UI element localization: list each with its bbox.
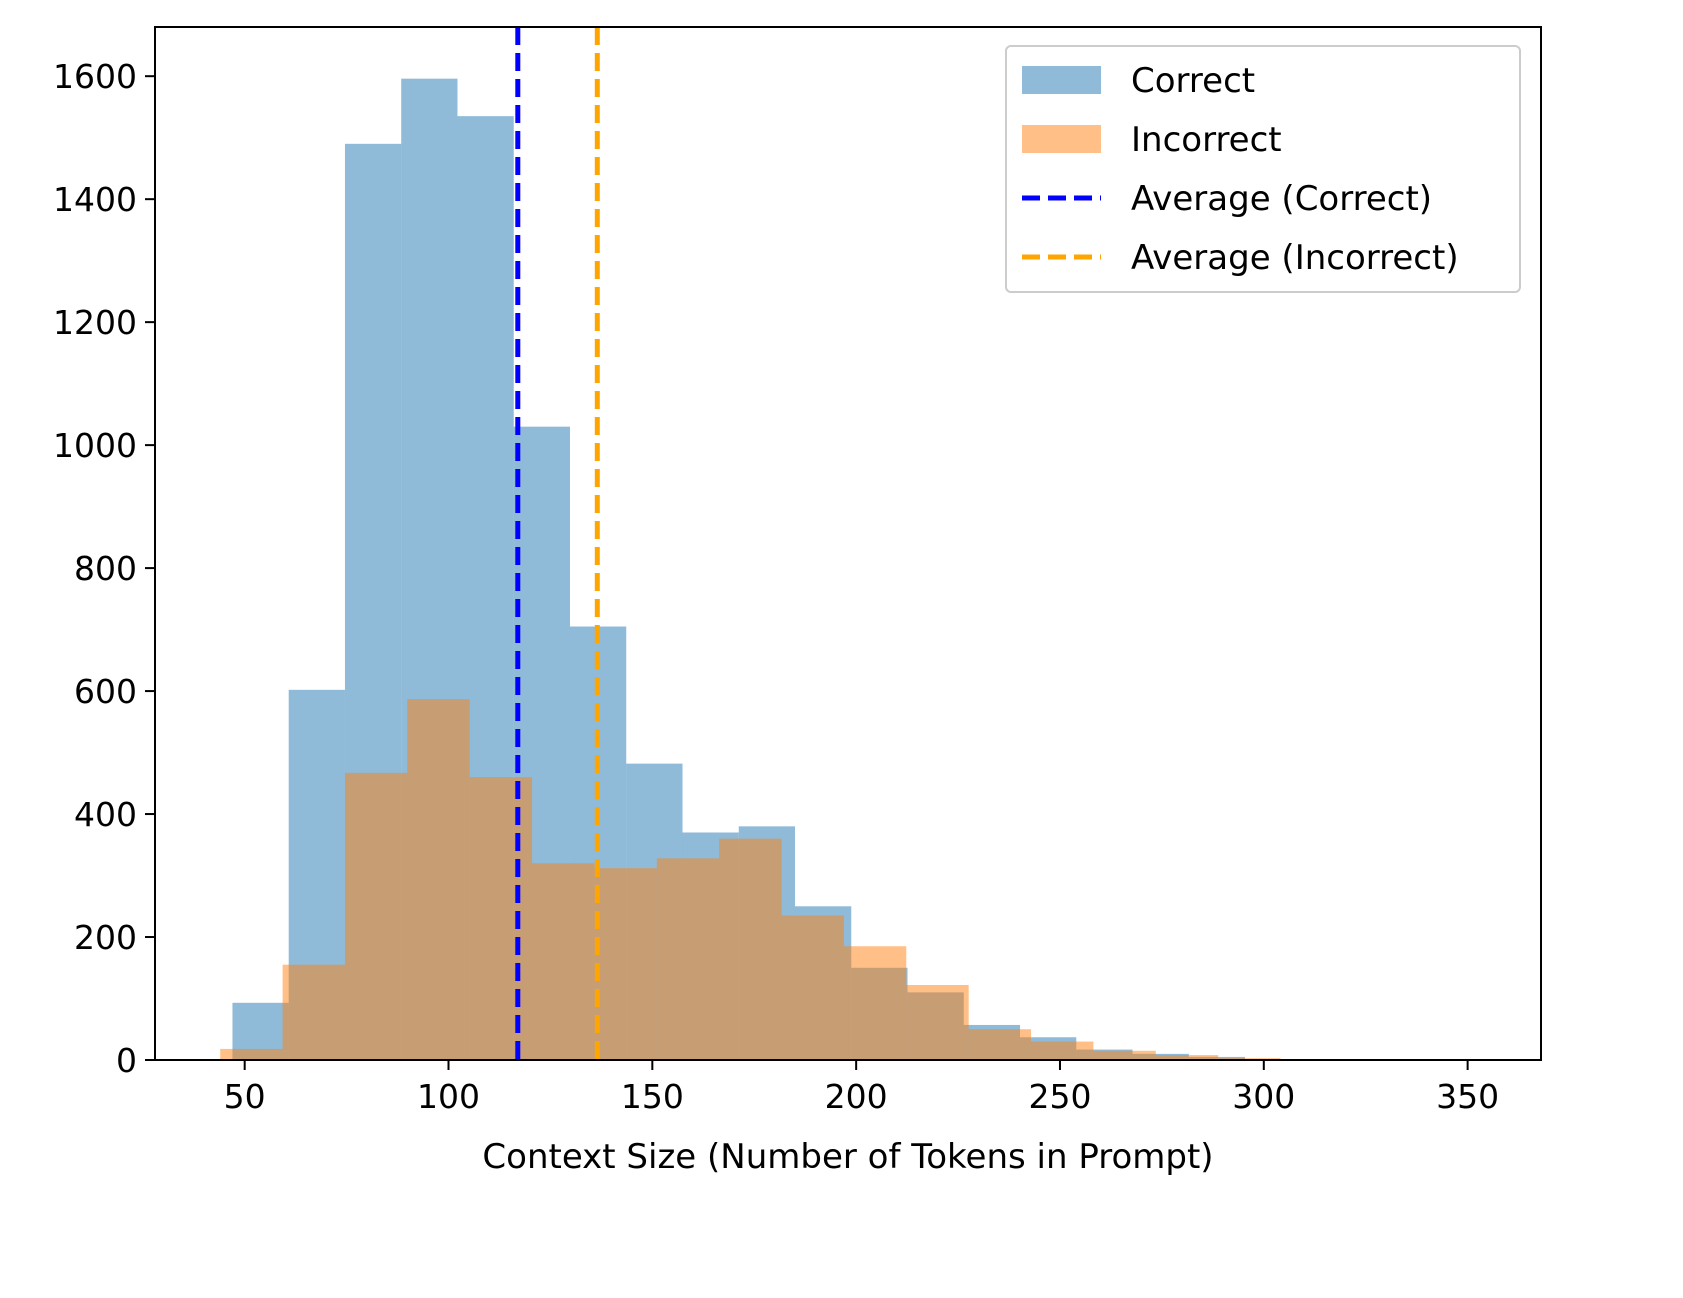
legend: Correct Incorrect Average (Correct) Aver… (1005, 45, 1521, 293)
x-tick-label-350: 350 (1436, 1077, 1499, 1116)
bar-incorrect-14 (1093, 1050, 1156, 1060)
x-tick-label-50: 50 (224, 1077, 266, 1116)
bar-incorrect-10 (843, 946, 907, 1060)
x-tick-label-100: 100 (417, 1077, 480, 1116)
y-tick-label-1200: 1200 (53, 303, 137, 342)
x-tick-label-250: 250 (1028, 1077, 1091, 1116)
y-tick-label-600: 600 (74, 672, 137, 711)
y-tick-label-1400: 1400 (53, 180, 137, 219)
bar-incorrect-11 (906, 984, 969, 1060)
bar-incorrect-1 (282, 964, 345, 1060)
y-tick-label-200: 200 (74, 918, 137, 957)
bar-incorrect-4 (469, 777, 533, 1060)
y-tick-label-1000: 1000 (53, 426, 137, 465)
legend-label-average-incorrect: Average (Incorrect) (1131, 238, 1459, 278)
bar-incorrect-15 (1155, 1055, 1219, 1060)
bar-incorrect-2 (344, 772, 408, 1060)
bar-incorrect-3 (407, 699, 470, 1060)
bar-incorrect-5 (532, 863, 595, 1060)
bars-incorrect (220, 699, 1343, 1060)
x-axis-label: Context Size (Number of Tokens in Prompt… (482, 1137, 1213, 1177)
bar-incorrect-6 (594, 868, 657, 1060)
y-tick-label-0: 0 (116, 1041, 137, 1080)
legend-swatch-incorrect (1022, 125, 1101, 153)
x-axis-ticks: 50 100 150 200 250 300 350 (224, 1060, 1499, 1116)
y-axis-ticks: 0 200 400 600 800 1000 1200 1400 1600 (53, 57, 155, 1080)
x-tick-label-300: 300 (1232, 1077, 1295, 1116)
legend-swatch-correct (1022, 66, 1101, 94)
x-tick-label-200: 200 (825, 1077, 888, 1116)
bar-incorrect-13 (1031, 1041, 1094, 1060)
bar-incorrect-12 (968, 1029, 1032, 1060)
legend-label-correct: Correct (1131, 61, 1255, 101)
bar-incorrect-9 (781, 915, 844, 1060)
x-tick-label-150: 150 (621, 1077, 684, 1116)
y-tick-label-800: 800 (74, 549, 137, 588)
bar-incorrect-8 (719, 838, 782, 1060)
average-lines (515, 27, 600, 1060)
legend-box (1005, 45, 1521, 293)
legend-label-incorrect: Incorrect (1131, 120, 1282, 160)
bar-incorrect-0 (220, 1048, 283, 1060)
y-tick-label-1600: 1600 (53, 57, 137, 96)
bar-incorrect-7 (656, 858, 720, 1060)
plot-frame (154, 26, 1542, 1061)
legend-label-average-correct: Average (Correct) (1131, 179, 1432, 219)
y-tick-label-400: 400 (74, 795, 137, 834)
